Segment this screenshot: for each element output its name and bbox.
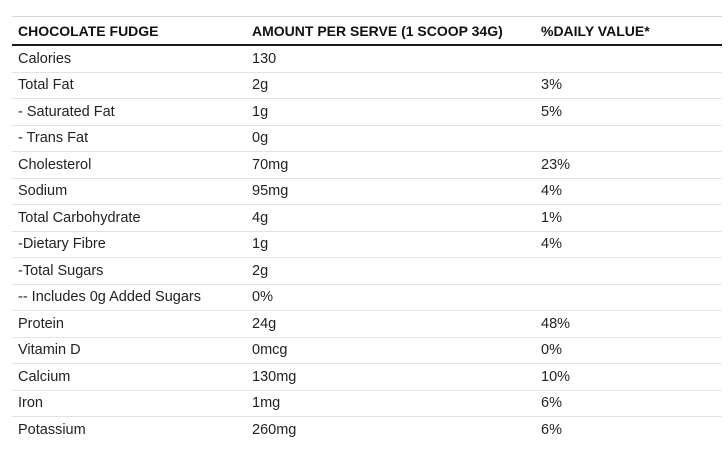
nutrient-daily-value: 3% xyxy=(535,72,722,99)
nutrient-name: Vitamin D xyxy=(12,337,246,364)
nutrient-amount: 0% xyxy=(246,284,535,311)
nutrient-name: Calories xyxy=(12,45,246,73)
nutrient-amount: 0mcg xyxy=(246,337,535,364)
table-header: CHOCOLATE FUDGE AMOUNT PER SERVE (1 SCOO… xyxy=(12,16,722,46)
nutrient-amount: 260mg xyxy=(252,421,297,438)
nutrient-daily-value: 6% xyxy=(541,421,562,438)
nutrient-daily-value xyxy=(535,257,722,285)
nutrient-daily-value: 5% xyxy=(535,98,722,126)
table-row: Calories 130 xyxy=(12,45,722,73)
nutrient-daily-value: 6% xyxy=(535,390,722,417)
header-row: CHOCOLATE FUDGE AMOUNT PER SERVE (1 SCOO… xyxy=(12,16,722,46)
table-body: Calories 130 Total Fat 2g 3% - Saturated… xyxy=(12,45,722,443)
table-row: Vitamin D 0mcg 0% xyxy=(12,337,722,364)
nutrient-daily-value: 0% xyxy=(535,337,722,364)
nutrient-amount: 2g xyxy=(246,257,535,285)
nutrient-name: -Total Sugars xyxy=(12,257,246,285)
table-row: Calcium 130mg 10% xyxy=(12,363,722,391)
nutrient-daily-value xyxy=(535,125,722,152)
nutrient-name: - Trans Fat xyxy=(12,125,246,152)
nutrient-amount: 2g xyxy=(246,72,535,99)
nutrient-name: Total Fat xyxy=(12,72,246,99)
nutrient-name: Potassium xyxy=(18,421,86,438)
nutrient-name: -- Includes 0g Added Sugars xyxy=(12,284,246,311)
nutrient-daily-value: 48% xyxy=(535,310,722,338)
table-row: Potassium 260mg 6% xyxy=(12,417,722,443)
nutrient-daily-value: 4% xyxy=(535,178,722,205)
nutrient-daily-value: 10% xyxy=(535,363,722,391)
nutrient-amount: 0g xyxy=(246,125,535,152)
table-row: Total Carbohydrate 4g 1% xyxy=(12,204,722,232)
table-row: Iron 1mg 6% xyxy=(12,390,722,417)
nutrient-name: Protein xyxy=(12,310,246,338)
nutrient-daily-value: 4% xyxy=(535,231,722,258)
nutrient-daily-value: 23% xyxy=(535,151,722,179)
table-row: Sodium 95mg 4% xyxy=(12,178,722,205)
nutrient-daily-value xyxy=(535,45,722,73)
header-daily-value: %DAILY VALUE* xyxy=(535,16,722,46)
nutrient-amount: 1g xyxy=(246,98,535,126)
header-amount: AMOUNT PER SERVE (1 SCOOP 34G) xyxy=(246,16,535,46)
nutrient-name: Calcium xyxy=(12,363,246,391)
table-row: Total Fat 2g 3% xyxy=(12,72,722,99)
nutrient-daily-value xyxy=(535,284,722,311)
table-row: - Trans Fat 0g xyxy=(12,125,722,152)
table-row: - Saturated Fat 1g 5% xyxy=(12,98,722,126)
nutrient-name: Iron xyxy=(12,390,246,417)
table-row: -Total Sugars 2g xyxy=(12,257,722,285)
nutrient-amount: 95mg xyxy=(246,178,535,205)
nutrient-daily-value: 1% xyxy=(535,204,722,232)
nutrient-amount: 70mg xyxy=(246,151,535,179)
nutrient-name: Total Carbohydrate xyxy=(12,204,246,232)
nutrient-name: - Saturated Fat xyxy=(12,98,246,126)
nutrient-name: Cholesterol xyxy=(12,151,246,179)
nutrient-name: Sodium xyxy=(12,178,246,205)
nutrient-amount: 4g xyxy=(246,204,535,232)
nutrient-name: -Dietary Fibre xyxy=(12,231,246,258)
table-row: Protein 24g 48% xyxy=(12,310,722,338)
table-row: -- Includes 0g Added Sugars 0% xyxy=(12,284,722,311)
nutrient-amount: 1g xyxy=(246,231,535,258)
nutrient-amount: 1mg xyxy=(246,390,535,417)
table-row: -Dietary Fibre 1g 4% xyxy=(12,231,722,258)
nutrient-amount: 130 xyxy=(246,45,535,73)
nutrient-amount: 24g xyxy=(246,310,535,338)
nutrient-amount: 130mg xyxy=(246,363,535,391)
nutrition-table: CHOCOLATE FUDGE AMOUNT PER SERVE (1 SCOO… xyxy=(12,16,722,443)
header-flavour: CHOCOLATE FUDGE xyxy=(12,16,246,46)
table-row: Cholesterol 70mg 23% xyxy=(12,151,722,179)
